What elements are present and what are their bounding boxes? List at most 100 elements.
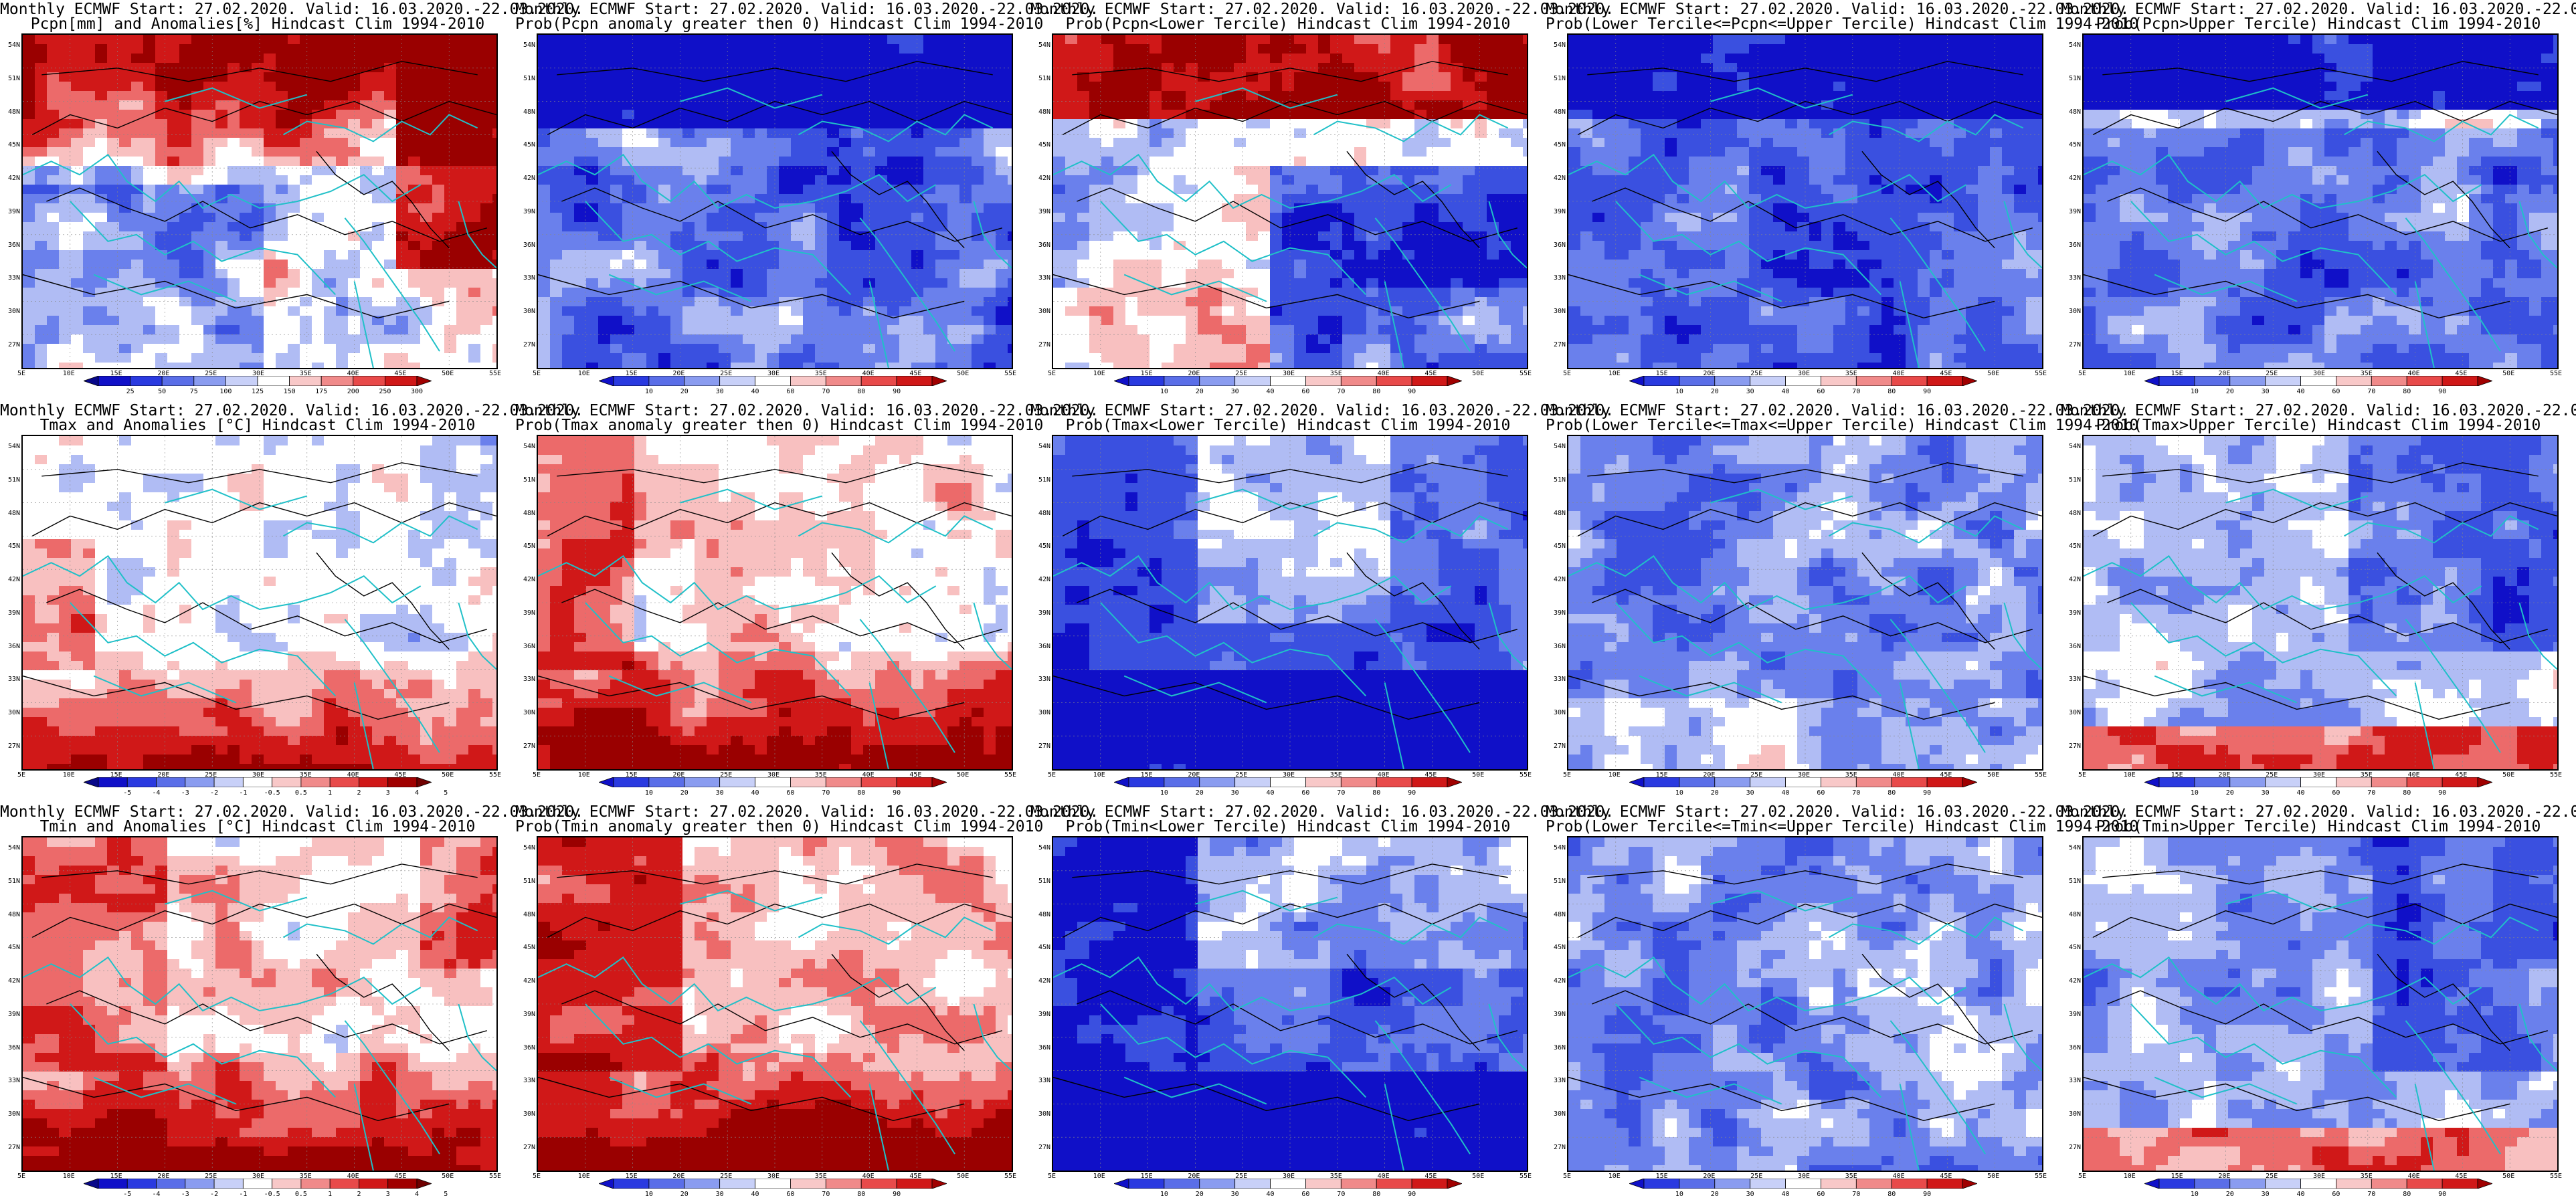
lon-tick-label: 10E — [571, 1173, 597, 1181]
forecast-panel: Monthly ECMWF Start: 27.02.2020. Valid: … — [0, 0, 583, 401]
lon-tick-label: 55E — [2543, 1173, 2569, 1181]
color-bar-label: 10 — [1151, 1191, 1178, 1199]
color-bar-swatch — [289, 376, 322, 386]
climatology-contour — [1577, 100, 2042, 136]
coastline — [344, 1020, 440, 1155]
climatology-contour — [831, 150, 965, 249]
lon-tick-label: 55E — [1512, 1173, 1539, 1181]
lat-tick-label: 42N — [1, 977, 20, 985]
color-bar-label: 70 — [812, 1191, 839, 1199]
color-bar-swatch — [2229, 1179, 2266, 1189]
lat-tick-label: 48N — [1, 510, 20, 518]
lon-tick-label: 30E — [760, 370, 787, 378]
lat-tick-label: 54N — [1032, 443, 1050, 451]
lat-tick-label: 42N — [1547, 977, 1566, 985]
coastline — [2343, 916, 2539, 945]
lon-tick-label: 5E — [523, 370, 550, 378]
color-bar-label: 10 — [2181, 789, 2208, 797]
coastline — [859, 619, 955, 753]
lat-tick-label: 30N — [517, 1110, 535, 1118]
color-bar-swatch — [98, 376, 130, 386]
lon-tick-label: 15E — [1649, 1173, 1675, 1181]
color-bar-label: 60 — [777, 388, 804, 396]
lat-tick-label: 45N — [1032, 141, 1050, 149]
shaded-field — [2084, 837, 2557, 1171]
panel-subtitle: Prob(Tmax anomaly greater then 0) Hindca… — [515, 417, 1043, 434]
color-bar-swatch — [242, 1179, 273, 1189]
color-bar-swatch — [1340, 376, 1377, 386]
lat-tick-label: 48N — [517, 911, 535, 919]
lon-tick-label: 5E — [8, 771, 35, 779]
color-bar-end — [1114, 1179, 1129, 1189]
lat-tick-label: 54N — [1547, 844, 1566, 852]
climatology-contour — [538, 675, 965, 720]
lat-tick-label: 48N — [1, 911, 20, 919]
climatology-contour — [1568, 274, 1995, 319]
lat-tick-label: 27N — [1032, 742, 1050, 750]
color-bar-swatch — [1164, 376, 1200, 386]
lon-tick-label: 15E — [1133, 370, 1160, 378]
lon-tick-label: 30E — [760, 771, 787, 779]
color-bar-label: 10 — [636, 388, 662, 396]
coastline — [458, 602, 496, 670]
map-plot — [2082, 33, 2559, 369]
lon-tick-label: 40E — [340, 1173, 367, 1181]
color-bar-end — [1962, 1179, 1977, 1189]
climatology-contour — [1577, 903, 2042, 938]
color-bar-swatch — [1891, 777, 1928, 787]
lat-tick-label: 48N — [517, 510, 535, 518]
lat-tick-label: 36N — [1, 643, 20, 651]
color-bar-label: 20 — [1186, 789, 1213, 797]
lon-tick-label: 35E — [1323, 771, 1350, 779]
lat-tick-label: 33N — [1547, 1077, 1566, 1085]
coastline — [1568, 555, 1967, 611]
lon-tick-label: 35E — [1323, 1173, 1350, 1181]
color-bar-end — [2477, 777, 2492, 787]
color-bar-swatch — [156, 777, 186, 787]
color-bar-label: 70 — [2358, 1191, 2385, 1199]
color-bar-label: 30 — [1222, 388, 1249, 396]
coastline — [585, 201, 852, 296]
color-bar-swatch — [2336, 376, 2372, 386]
coastline — [282, 916, 478, 945]
color-bar-label: 80 — [848, 789, 875, 797]
color-bar-swatch — [1305, 777, 1342, 787]
color-bar-label: 10 — [2181, 388, 2208, 396]
lat-tick-label: 27N — [2062, 1144, 2081, 1152]
color-bar-swatch — [2406, 376, 2443, 386]
coastline — [1615, 1003, 1882, 1098]
color-bar-label: 60 — [2322, 1191, 2349, 1199]
map-field-svg — [1053, 436, 1527, 769]
color-bar-swatch — [130, 376, 163, 386]
color-bar-label: 10 — [636, 789, 662, 797]
color-bar-swatch — [613, 777, 650, 787]
coastline — [344, 619, 440, 753]
forecast-panel: Monthly ECMWF Start: 27.02.2020. Valid: … — [515, 401, 1099, 803]
coastline — [608, 1076, 751, 1105]
color-bar — [2144, 376, 2492, 386]
color-bar-svg — [2144, 777, 2492, 787]
climatology-contour — [23, 274, 450, 319]
panel-title: Monthly ECMWF Start: 27.02.2020. Valid: … — [0, 804, 583, 821]
panel-subtitle: Prob(Tmax>Upper Tercile) Hindcast Clim 1… — [2061, 417, 2576, 434]
color-bar-swatch — [300, 1179, 331, 1189]
lon-tick-label: 20E — [1695, 1173, 1722, 1181]
lon-tick-label: 35E — [1838, 1173, 1865, 1181]
color-bar-end — [416, 777, 432, 787]
lon-tick-label: 30E — [1275, 370, 1302, 378]
climatology-contour — [316, 150, 450, 249]
lon-tick-label: 5E — [2069, 370, 2096, 378]
color-bar-swatch — [156, 1179, 186, 1189]
coastline — [1568, 956, 1967, 1012]
coastline — [2154, 1076, 2297, 1105]
color-bar-label: 3 — [375, 1191, 401, 1199]
coastline — [859, 1020, 955, 1155]
lon-tick-label: 30E — [1275, 1173, 1302, 1181]
lat-tick-label: 45N — [2062, 542, 2081, 550]
color-bar-label: -2 — [201, 1191, 227, 1199]
lon-tick-label: 25E — [1228, 1173, 1255, 1181]
forecast-panel: Monthly ECMWF Start: 27.02.2020. Valid: … — [0, 401, 583, 803]
panel-title: Monthly ECMWF Start: 27.02.2020. Valid: … — [1030, 1, 1614, 18]
coastline — [2225, 890, 2369, 912]
climatology-contour — [31, 903, 496, 938]
